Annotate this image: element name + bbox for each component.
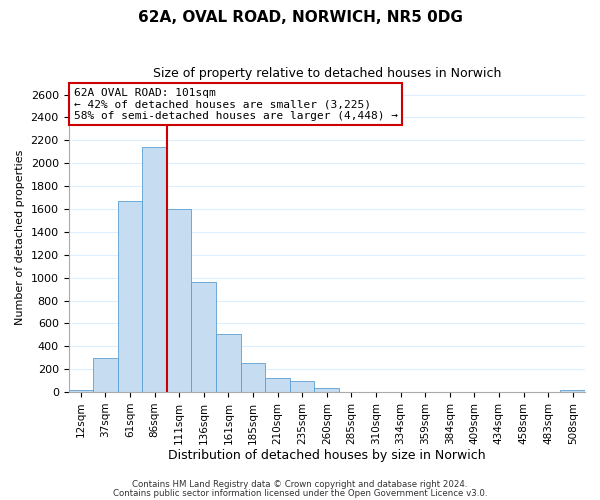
Bar <box>118 201 142 392</box>
Bar <box>560 390 585 392</box>
Bar <box>265 378 290 392</box>
Text: Contains HM Land Registry data © Crown copyright and database right 2024.: Contains HM Land Registry data © Crown c… <box>132 480 468 489</box>
X-axis label: Distribution of detached houses by size in Norwich: Distribution of detached houses by size … <box>168 450 485 462</box>
Text: 62A, OVAL ROAD, NORWICH, NR5 0DG: 62A, OVAL ROAD, NORWICH, NR5 0DG <box>137 10 463 25</box>
Bar <box>68 390 93 392</box>
Bar <box>290 381 314 392</box>
Bar <box>142 147 167 392</box>
Y-axis label: Number of detached properties: Number of detached properties <box>15 150 25 326</box>
Bar <box>216 334 241 392</box>
Bar <box>93 358 118 392</box>
Text: Contains public sector information licensed under the Open Government Licence v3: Contains public sector information licen… <box>113 488 487 498</box>
Bar <box>241 364 265 392</box>
Bar <box>314 388 339 392</box>
Title: Size of property relative to detached houses in Norwich: Size of property relative to detached ho… <box>152 68 501 80</box>
Bar <box>191 282 216 392</box>
Bar <box>167 209 191 392</box>
Text: 62A OVAL ROAD: 101sqm
← 42% of detached houses are smaller (3,225)
58% of semi-d: 62A OVAL ROAD: 101sqm ← 42% of detached … <box>74 88 398 121</box>
